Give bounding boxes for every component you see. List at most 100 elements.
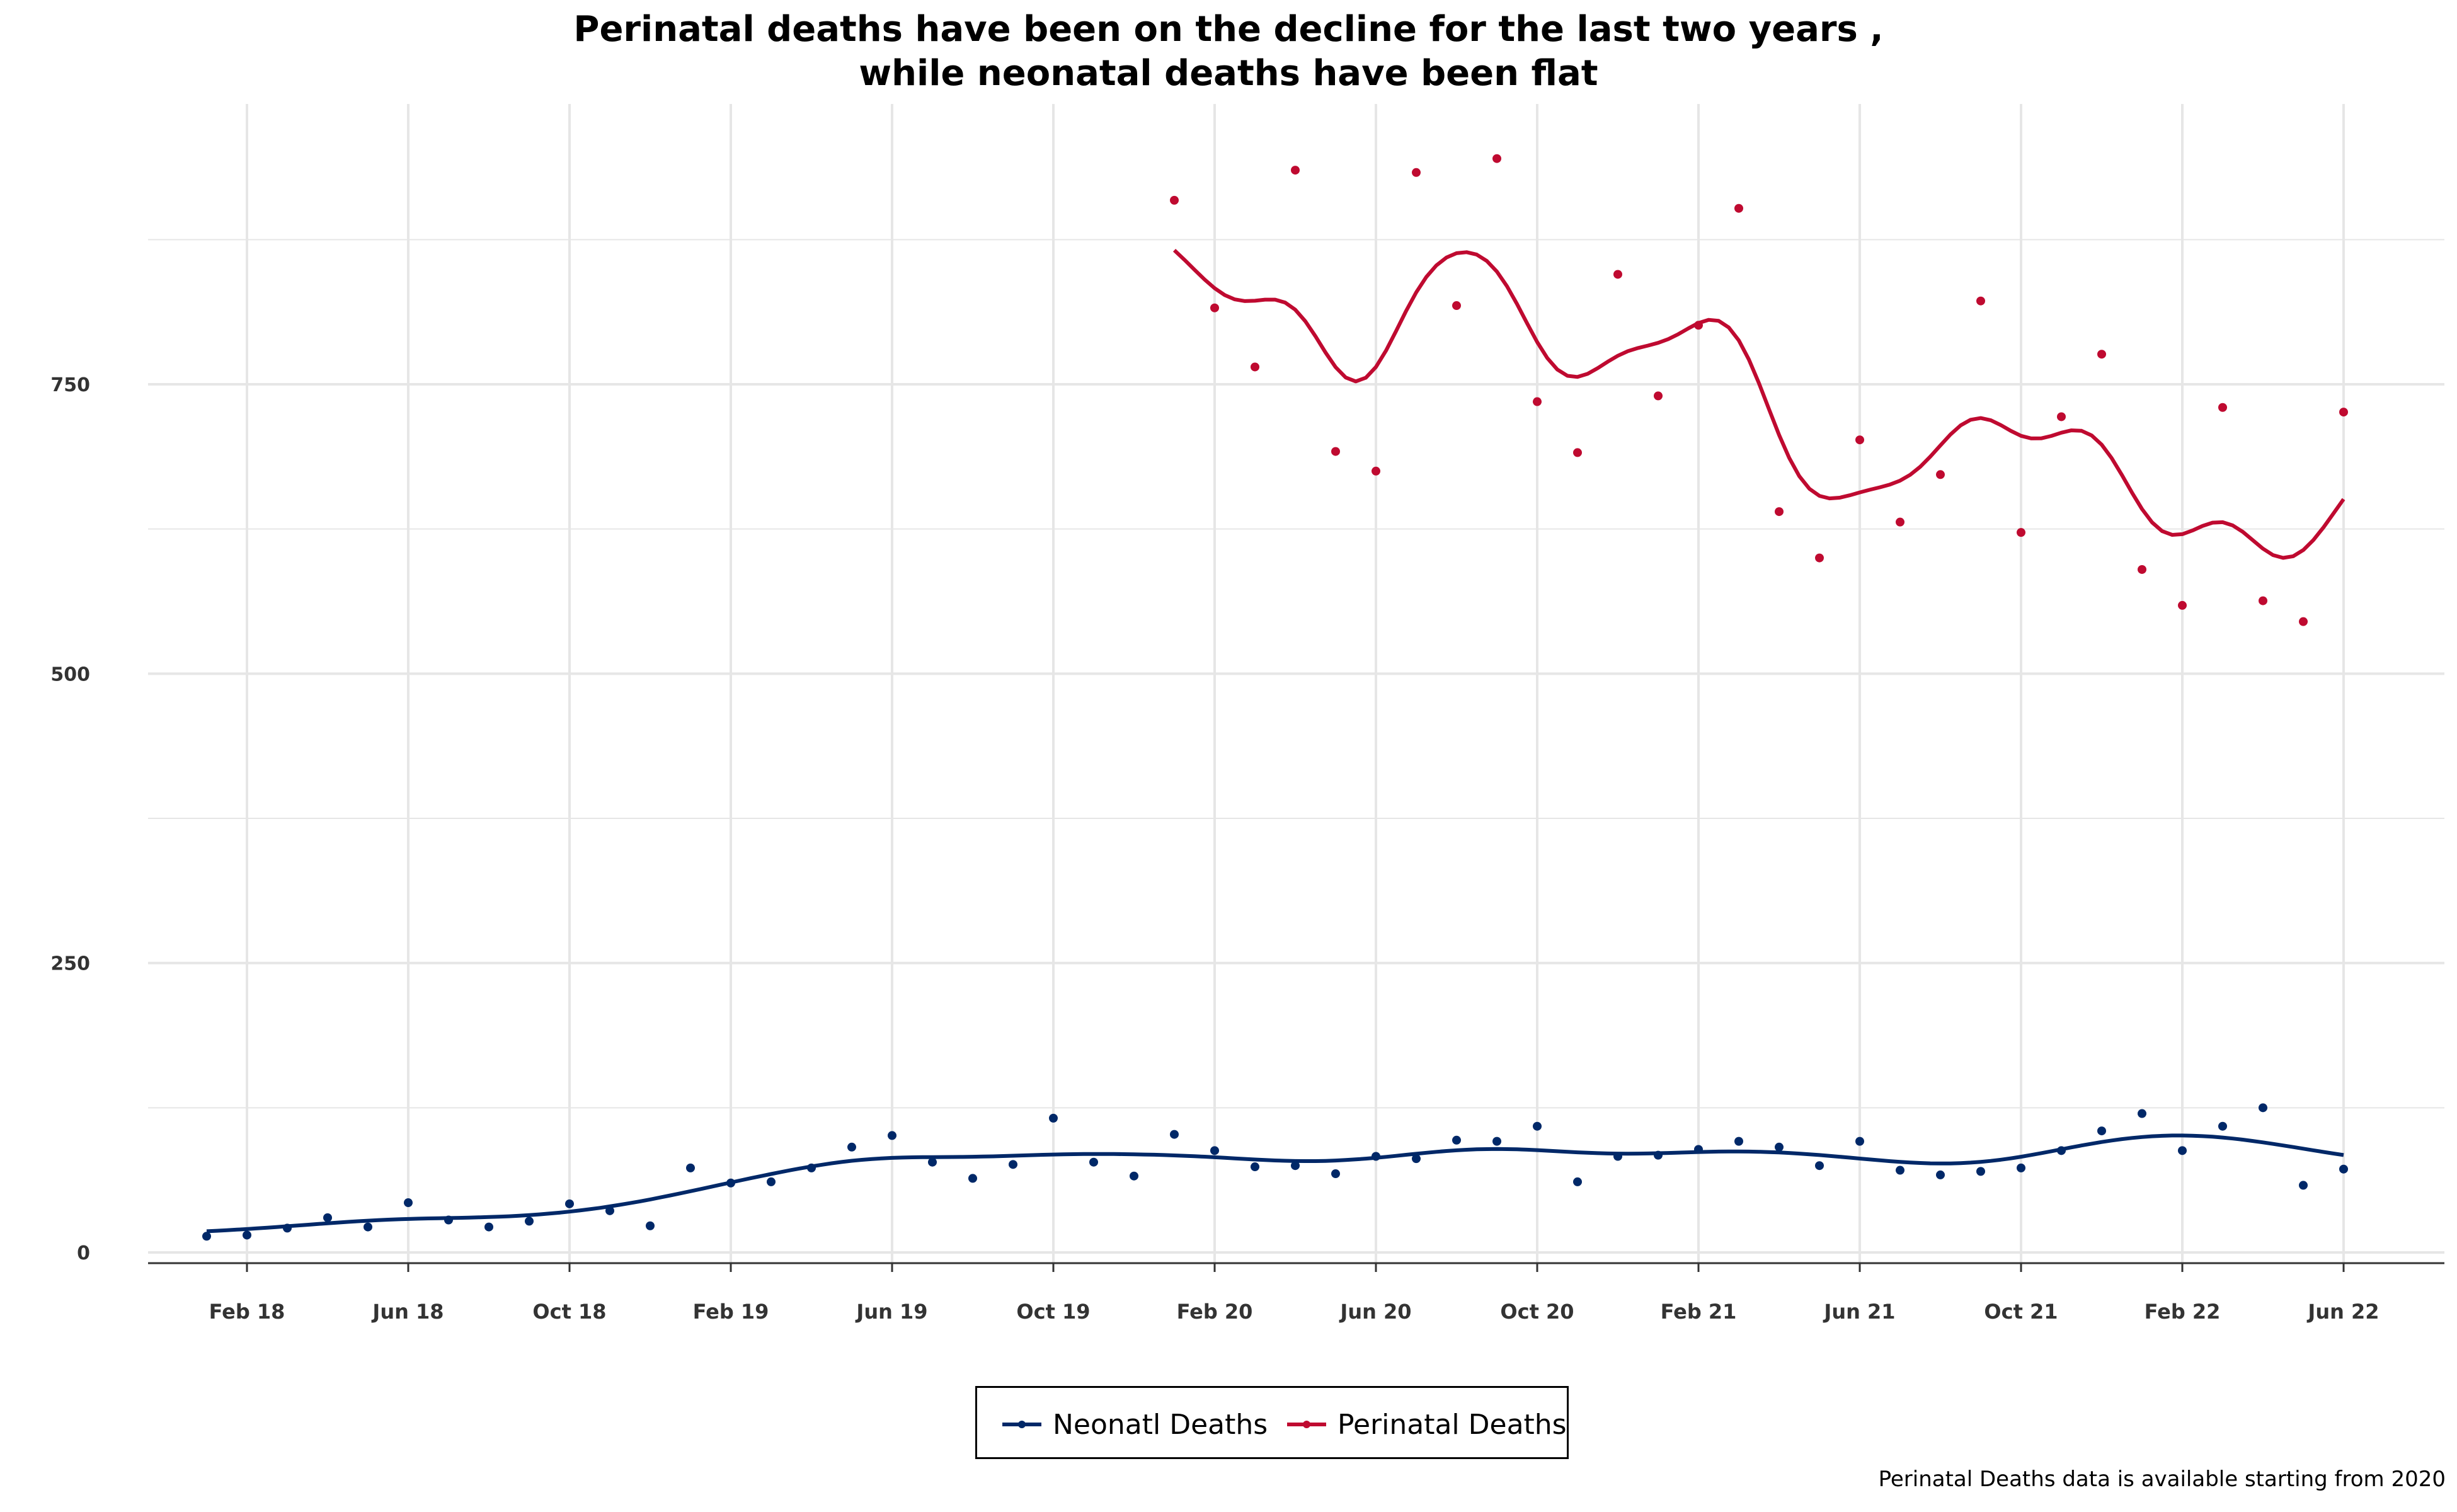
neonatal-point (283, 1223, 292, 1233)
y-axis: 0 250 500 750 (50, 374, 90, 1264)
neonatal-point (404, 1198, 413, 1207)
legend-label-neonatal: Neonatl Deaths (1053, 1408, 1268, 1441)
neonatal-point (1976, 1167, 1985, 1176)
neonatal-point (1573, 1177, 1582, 1186)
neonatal-point (1654, 1150, 1663, 1160)
neonatal-point (2299, 1181, 2308, 1190)
neonatal-point (2178, 1146, 2187, 1155)
perinatal-point (2299, 617, 2308, 626)
neonatal-point (807, 1163, 816, 1172)
legend-item-perinatal: Perinatal Deaths (1287, 1388, 1567, 1461)
perinatal-trend-line (1172, 249, 2345, 560)
neonatal-point (1331, 1169, 1340, 1179)
perinatal-point (1170, 195, 1179, 205)
neonatal-point (2339, 1164, 2348, 1174)
perinatal-point (1654, 391, 1663, 401)
neonatal-point (1251, 1162, 1259, 1172)
legend-key-perinatal (1287, 1421, 1326, 1428)
neonatal-point (1372, 1152, 1380, 1161)
neonatal-point (2057, 1146, 2066, 1155)
neonatal-point (1210, 1146, 1219, 1155)
series-perinatal (1170, 154, 2348, 626)
neonatal-point (1049, 1113, 1058, 1123)
perinatal-point (1976, 296, 1985, 306)
series-neonatal (202, 1103, 2348, 1241)
neonatal-point (1815, 1161, 1824, 1171)
neonatal-point (364, 1222, 372, 1232)
x-tick-label: Jun 20 (1339, 1300, 1411, 1324)
perinatal-point (1412, 168, 1421, 177)
neonatal-point (1089, 1157, 1098, 1167)
perinatal-point (1533, 397, 1542, 406)
neonatal-point (1936, 1170, 1945, 1179)
neonatal-point (1170, 1130, 1179, 1139)
neonatal-point (1855, 1137, 1864, 1146)
neonatal-point (1613, 1152, 1622, 1161)
neonatal-point (605, 1206, 614, 1215)
neonatal-point (888, 1131, 896, 1140)
neonatal-point (1533, 1121, 1542, 1131)
series-layer (202, 154, 2348, 1241)
neonatal-point (2138, 1109, 2146, 1118)
neonatal-point (1694, 1145, 1703, 1154)
x-tick-label: Feb 22 (2145, 1300, 2221, 1324)
neonatal-point (2218, 1121, 2227, 1131)
neonatal-point (1291, 1161, 1300, 1171)
neonatal-point (646, 1221, 655, 1230)
x-tick-label: Oct 21 (1984, 1300, 2058, 1324)
x-tick-label: Feb 21 (1661, 1300, 1737, 1324)
neonatal-point (1734, 1137, 1743, 1146)
neonatal-point (2097, 1126, 2106, 1136)
neonatal-point (323, 1213, 332, 1222)
perinatal-point (2259, 596, 2267, 605)
neonatal-point (1775, 1142, 1784, 1152)
neonatal-point (1896, 1166, 1904, 1175)
perinatal-point (1734, 203, 1743, 213)
neonatal-point (968, 1174, 977, 1183)
x-tick-label: Feb 18 (209, 1300, 285, 1324)
perinatal-point (2017, 528, 2025, 537)
neonatal-point (1130, 1171, 1138, 1181)
perinatal-point (1251, 362, 1259, 372)
perinatal-point (1372, 466, 1380, 476)
x-tick-label: Oct 19 (1016, 1300, 1090, 1324)
neonatal-trend-line (206, 1133, 2344, 1234)
neonatal-point (1452, 1135, 1461, 1145)
x-tick-label: Oct 20 (1500, 1300, 1574, 1324)
y-tick-label: 250 (50, 953, 90, 975)
perinatal-point (1573, 448, 1582, 457)
neonatal-point (847, 1142, 856, 1152)
neonatal-point (2259, 1103, 2267, 1113)
perinatal-point (1815, 553, 1824, 563)
neonatal-point (928, 1157, 937, 1167)
chart-title-line-2: while neonatal deaths have been flat (859, 53, 1598, 94)
grid (148, 104, 2444, 1263)
x-tick-label: Jun 18 (371, 1300, 444, 1324)
chart-title-line-1: Perinatal deaths have been on the declin… (573, 9, 1884, 50)
perinatal-point (1492, 154, 1501, 163)
y-tick-label: 500 (50, 663, 90, 685)
y-tick-label: 750 (50, 374, 90, 396)
x-tick-label: Jun 21 (1823, 1300, 1895, 1324)
perinatal-point (1694, 321, 1703, 330)
x-axis: Feb 18 Jun 18 Oct 18 Feb 19 Jun 19 Oct 19 Feb … (148, 1262, 2444, 1324)
perinatal-point (1210, 303, 1219, 312)
perinatal-point (1331, 447, 1340, 456)
neonatal-point (1492, 1137, 1501, 1146)
neonatal-point (1009, 1160, 1017, 1169)
legend-item-neonatal: Neonatl Deaths (1002, 1388, 1268, 1461)
perinatal-point (2097, 350, 2106, 359)
perinatal-point (1936, 470, 1945, 479)
perinatal-point (2057, 412, 2066, 421)
x-tick-label: Jun 22 (2306, 1300, 2379, 1324)
neonatal-point (686, 1163, 695, 1172)
legend-label-perinatal: Perinatal Deaths (1337, 1408, 1567, 1441)
neonatal-point (484, 1222, 493, 1232)
legend: Neonatl Deaths Perinatal Deaths (975, 1386, 1569, 1459)
neonatal-point (726, 1178, 735, 1188)
x-tick-label: Feb 20 (1177, 1300, 1253, 1324)
x-tick-label: Oct 18 (532, 1300, 606, 1324)
y-tick-label: 0 (77, 1242, 90, 1264)
neonatal-point (767, 1177, 776, 1186)
